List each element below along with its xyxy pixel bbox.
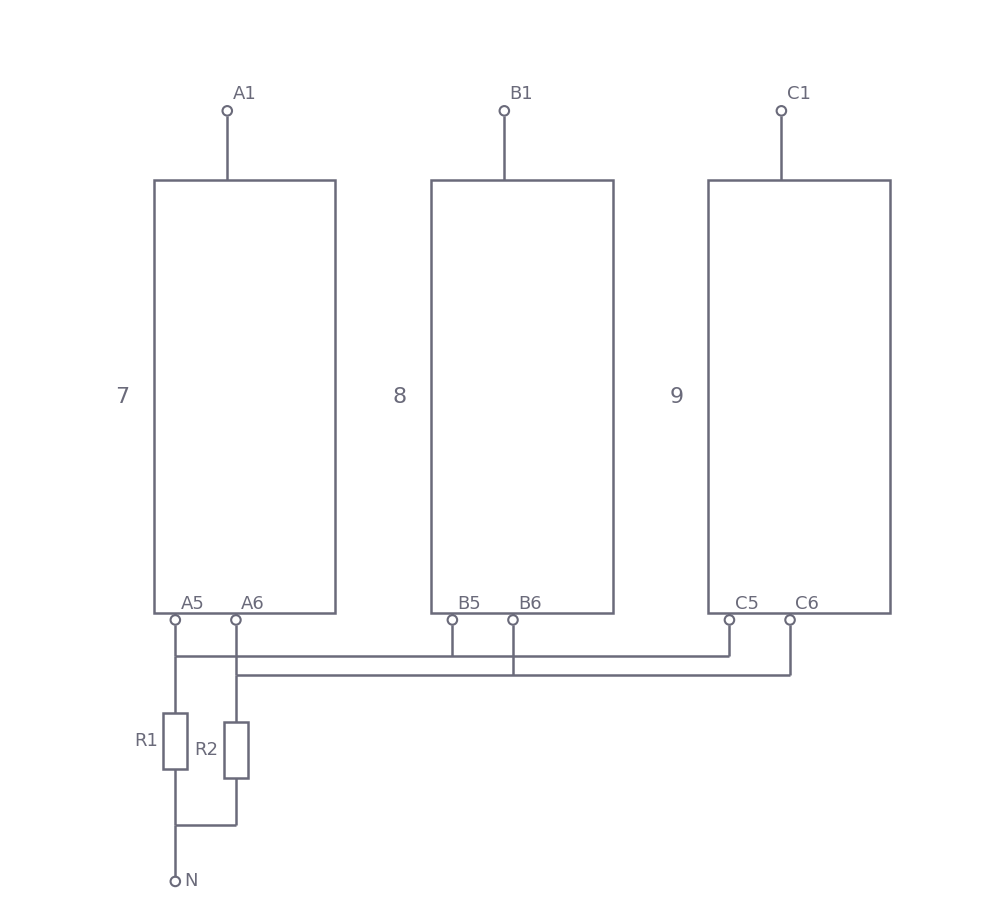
Text: B5: B5 (458, 595, 481, 614)
Text: R1: R1 (134, 732, 158, 749)
Bar (154, 180, 335, 613)
Bar (431, 180, 613, 613)
Text: A1: A1 (232, 86, 256, 103)
Bar (163, 713, 187, 769)
Text: C1: C1 (787, 86, 810, 103)
Text: A6: A6 (241, 595, 265, 614)
Bar (708, 180, 890, 613)
Text: 7: 7 (115, 387, 129, 406)
Text: C6: C6 (795, 595, 819, 614)
Text: B6: B6 (518, 595, 542, 614)
Text: A5: A5 (181, 595, 204, 614)
Text: R2: R2 (195, 741, 219, 760)
Text: 9: 9 (669, 387, 684, 406)
Text: B1: B1 (510, 86, 533, 103)
Text: C5: C5 (735, 595, 759, 614)
Bar (224, 722, 248, 778)
Text: 8: 8 (392, 387, 406, 406)
Text: N: N (184, 872, 197, 891)
